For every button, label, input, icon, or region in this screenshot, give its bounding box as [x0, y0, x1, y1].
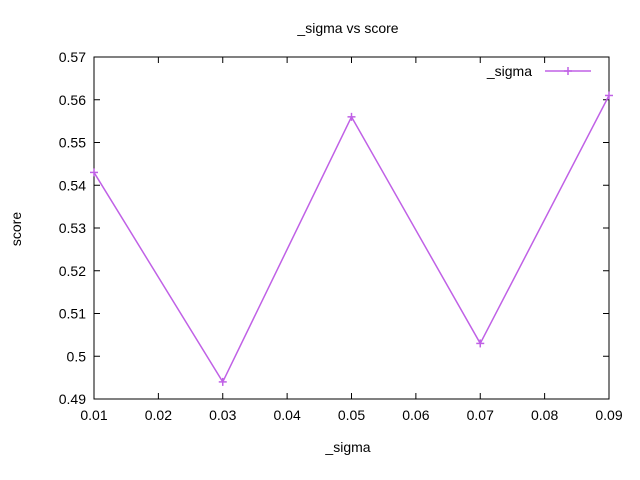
plot-frame: [93, 56, 610, 400]
legend-marker: [564, 67, 572, 75]
x-axis-label: _sigma: [324, 439, 370, 455]
y-tick-label: 0.56: [59, 92, 86, 108]
y-tick-label: 0.54: [59, 177, 86, 193]
axis-ticks: [93, 56, 610, 400]
x-tick-label: 0.04: [274, 407, 301, 423]
y-tick-label: 0.53: [59, 220, 86, 236]
y-tick-label: 0.52: [59, 263, 86, 279]
x-tick-label: 0.09: [595, 407, 622, 423]
chart-title: _sigma vs score: [296, 20, 398, 36]
legend-label: _sigma: [486, 63, 532, 79]
y-axis-label: score: [8, 212, 24, 246]
data-point: [605, 91, 613, 100]
data-point: [347, 112, 356, 121]
x-tick-label: 0.03: [209, 407, 236, 423]
legend-swatch: [545, 67, 591, 75]
x-tick-label: 0.06: [402, 407, 429, 423]
x-tick-label: 0.08: [531, 407, 558, 423]
series-layer: [90, 91, 613, 386]
legend: _sigma: [486, 63, 591, 79]
series-line: [93, 95, 610, 384]
x-tick-label: 0.05: [338, 407, 365, 423]
y-tick-label: 0.55: [59, 135, 86, 151]
y-tick-label: 0.49: [59, 391, 86, 407]
data-point: [90, 168, 98, 177]
axis-tick-labels: 0.01 0.02 0.03 0.04 0.05 0.06 0.07 0.08 0.09 0.49…: [59, 49, 623, 423]
x-tick-label: 0.02: [145, 407, 172, 423]
x-tick-label: 0.07: [467, 407, 494, 423]
y-tick-label: 0.57: [59, 49, 86, 65]
y-tick-label: 0.5: [67, 348, 87, 364]
data-point: [218, 377, 227, 386]
x-tick-label: 0.01: [80, 407, 107, 423]
data-point: [476, 339, 485, 348]
y-tick-label: 0.51: [59, 306, 86, 322]
